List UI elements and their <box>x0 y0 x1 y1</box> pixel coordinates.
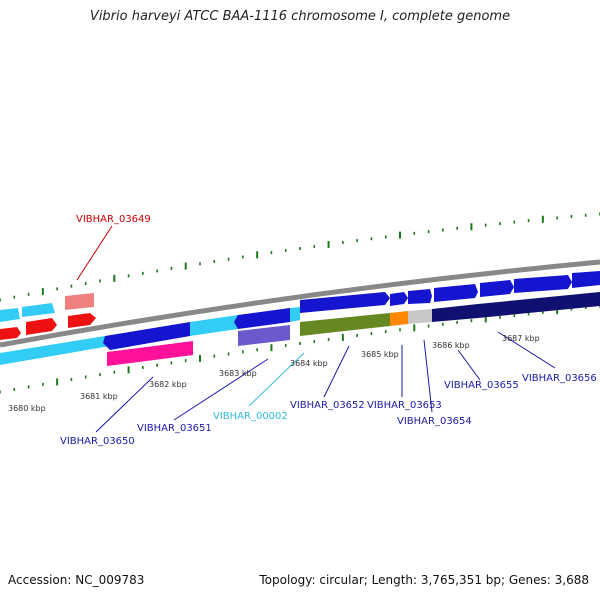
gene-feature-blue-arrow[interactable] <box>434 284 478 302</box>
kbp-label: 3686 kbp <box>432 341 470 350</box>
gene-feature-blue-arrow[interactable] <box>408 289 432 304</box>
kbp-label: 3682 kbp <box>149 380 187 389</box>
gene-labels: VIBHAR_03649 VIBHAR_03650 VIBHAR_03651 V… <box>60 214 597 447</box>
gene-feature-blue-arrow[interactable] <box>480 280 514 297</box>
kbp-label: 3685 kbp <box>361 350 399 359</box>
topology-text: Topology: circular; Length: 3,765,351 bp… <box>259 573 589 587</box>
gene-label[interactable]: VIBHAR_03651 <box>137 423 212 434</box>
outer-ticks <box>0 212 600 302</box>
kbp-label: 3683 kbp <box>219 369 257 378</box>
gene-feature-blue-arrow[interactable] <box>514 275 572 293</box>
gene-feature-cyan[interactable] <box>22 303 55 317</box>
gene-label[interactable]: VIBHAR_03650 <box>60 436 135 447</box>
gene-feature-blue-arrow[interactable] <box>572 271 600 288</box>
gene-feature-blue-arrow[interactable] <box>234 308 290 329</box>
genome-backbone <box>0 259 600 348</box>
callout-lines <box>76 225 556 433</box>
gene-feature-red-arrow[interactable] <box>0 327 21 340</box>
gene-label[interactable]: VIBHAR_00002 <box>213 411 288 422</box>
kbp-label: 3687 kbp <box>502 334 540 343</box>
gene-feature-red-arrow[interactable] <box>68 313 96 328</box>
gene-feature-olive[interactable] <box>300 313 390 336</box>
inner-ticks <box>0 304 600 394</box>
gene-feature-slateblue[interactable] <box>238 325 290 346</box>
gene-feature-red-arrow[interactable] <box>26 318 57 335</box>
gene-feature-lightblue[interactable] <box>290 307 300 322</box>
gene-feature-magenta[interactable] <box>107 341 193 366</box>
gene-feature-blue-arrow[interactable] <box>300 292 390 313</box>
map-title: Vibrio harveyi ATCC BAA-1116 chromosome … <box>89 9 511 24</box>
gene-feature-lightblue[interactable] <box>0 336 110 365</box>
gene-label[interactable]: VIBHAR_03649 <box>76 214 151 225</box>
outer-features <box>0 293 96 340</box>
kbp-scale-labels: 3680 kbp 3681 kbp 3682 kbp 3683 kbp 3684… <box>8 334 540 413</box>
gene-label[interactable]: VIBHAR_03655 <box>444 380 519 391</box>
gene-feature-navy[interactable] <box>478 292 600 318</box>
kbp-label: 3681 kbp <box>80 392 118 401</box>
reverse-features <box>107 325 290 366</box>
gene-label[interactable]: VIBHAR_03656 <box>522 373 597 384</box>
forward-features <box>0 271 600 365</box>
gene-feature-lightblue[interactable] <box>190 315 238 336</box>
gene-feature-salmon[interactable] <box>65 293 94 310</box>
gene-feature-cyan[interactable] <box>0 308 20 322</box>
gene-feature-blue-arrow[interactable] <box>390 292 408 306</box>
gene-feature-navy[interactable] <box>432 304 478 322</box>
gene-feature-silver[interactable] <box>408 309 432 324</box>
accession-text: Accession: NC_009783 <box>8 573 145 587</box>
gene-feature-orange[interactable] <box>390 311 408 326</box>
gene-feature-blue-arrow[interactable] <box>103 322 190 350</box>
gene-label[interactable]: VIBHAR_03652 <box>290 400 365 411</box>
kbp-label: 3680 kbp <box>8 404 46 413</box>
kbp-label: 3684 kbp <box>290 359 328 368</box>
gene-label[interactable]: VIBHAR_03653 <box>367 400 442 411</box>
gene-label[interactable]: VIBHAR_03654 <box>397 416 472 427</box>
